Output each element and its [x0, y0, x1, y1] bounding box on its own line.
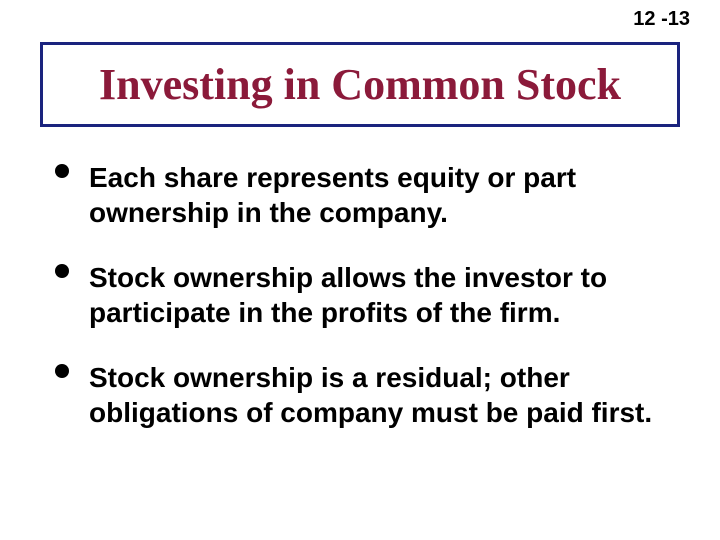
title-box: Investing in Common Stock — [40, 42, 680, 127]
list-item: Stock ownership allows the investor to p… — [55, 260, 675, 330]
list-item: Each share represents equity or part own… — [55, 160, 675, 230]
list-item: Stock ownership is a residual; other obl… — [55, 360, 675, 430]
bullet-text: Stock ownership allows the investor to p… — [89, 260, 675, 330]
bullet-list: Each share represents equity or part own… — [55, 160, 675, 460]
bullet-text: Each share represents equity or part own… — [89, 160, 675, 230]
bullet-text: Stock ownership is a residual; other obl… — [89, 360, 675, 430]
page-number: 12 -13 — [633, 8, 690, 31]
bullet-icon — [55, 364, 69, 378]
bullet-icon — [55, 164, 69, 178]
bullet-icon — [55, 264, 69, 278]
slide-title: Investing in Common Stock — [63, 59, 657, 110]
